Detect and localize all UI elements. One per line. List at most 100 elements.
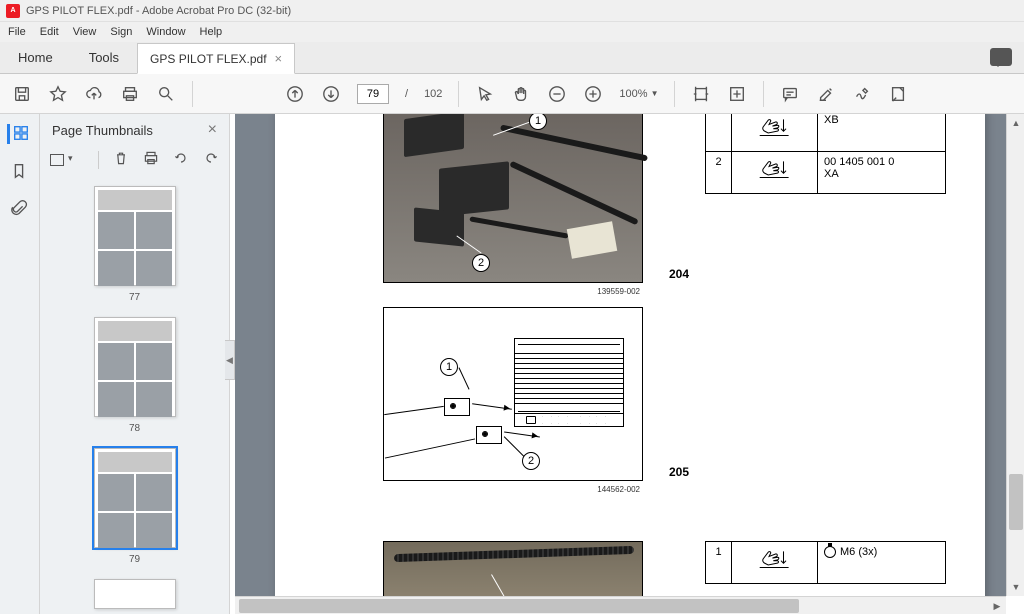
figure-number: 205 bbox=[669, 465, 689, 479]
thumbnail[interactable] bbox=[94, 317, 176, 417]
figure-callout: 2 bbox=[472, 254, 490, 272]
sign-icon[interactable] bbox=[852, 84, 872, 104]
window-title: GPS PILOT FLEX.pdf - Adobe Acrobat Pro D… bbox=[26, 5, 291, 17]
selection-tool-icon[interactable] bbox=[475, 84, 495, 104]
options-icon[interactable] bbox=[50, 154, 64, 166]
bolt-icon bbox=[824, 546, 836, 558]
figure-number: 204 bbox=[669, 267, 689, 281]
figure-id: 139559-002 bbox=[597, 287, 640, 296]
table-cell bbox=[732, 542, 818, 584]
print-thumb-icon[interactable] bbox=[143, 150, 159, 171]
thumbnail-label: 78 bbox=[40, 423, 229, 434]
bookmarks-icon[interactable] bbox=[10, 162, 30, 182]
zoom-out-icon[interactable] bbox=[547, 84, 567, 104]
zoom-dropdown[interactable]: 100%▼ bbox=[619, 88, 658, 100]
tab-document-label: GPS PILOT FLEX.pdf bbox=[150, 52, 267, 66]
figure-callout: 2 bbox=[522, 452, 540, 470]
tab-close-icon[interactable]: × bbox=[275, 51, 283, 66]
star-icon[interactable] bbox=[48, 84, 68, 104]
rotate-ccw-icon[interactable] bbox=[173, 150, 189, 171]
menu-sign[interactable]: Sign bbox=[110, 26, 132, 38]
fit-width-icon[interactable] bbox=[691, 84, 711, 104]
close-panel-icon[interactable]: × bbox=[208, 121, 217, 139]
figure-id: 144562-002 bbox=[597, 485, 640, 494]
delete-icon[interactable] bbox=[113, 150, 129, 171]
zoom-value: 100% bbox=[619, 88, 647, 100]
hand-icon bbox=[758, 114, 792, 140]
save-icon[interactable] bbox=[12, 84, 32, 104]
figure-callout: 1 bbox=[529, 114, 547, 130]
page-number-input[interactable] bbox=[357, 84, 389, 104]
menu-edit[interactable]: Edit bbox=[40, 26, 59, 38]
parts-table: 1 M6 (3x) bbox=[705, 541, 946, 584]
comment-icon[interactable] bbox=[780, 84, 800, 104]
fit-page-icon[interactable] bbox=[727, 84, 747, 104]
toolbar-separator bbox=[192, 81, 193, 107]
scroll-up-icon[interactable]: ▲ bbox=[1007, 114, 1024, 132]
horizontal-scrollbar[interactable]: ◀ ▶ bbox=[235, 596, 1006, 614]
title-bar: A GPS PILOT FLEX.pdf - Adobe Acrobat Pro… bbox=[0, 0, 1024, 22]
pdf-icon: A bbox=[6, 4, 20, 18]
scroll-right-icon[interactable]: ▶ bbox=[988, 597, 1006, 615]
collapse-panel-handle[interactable]: ◀ bbox=[225, 340, 235, 380]
scroll-down-icon[interactable]: ▼ bbox=[1007, 578, 1024, 596]
page-total: 102 bbox=[424, 88, 442, 100]
tab-tools[interactable]: Tools bbox=[71, 42, 137, 73]
table-cell: M6 (3x) bbox=[818, 542, 946, 584]
hand-icon bbox=[758, 156, 792, 182]
table-cell: 2 bbox=[706, 152, 732, 194]
thumbnail[interactable] bbox=[94, 448, 176, 548]
table-cell bbox=[732, 114, 818, 152]
scrollbar-thumb[interactable] bbox=[1009, 474, 1023, 530]
attachments-icon[interactable] bbox=[10, 200, 30, 220]
toolbar-separator bbox=[763, 81, 764, 107]
table-cell bbox=[732, 152, 818, 194]
thumbnail[interactable] bbox=[94, 186, 176, 286]
toolbar-separator bbox=[674, 81, 675, 107]
stamp-icon[interactable] bbox=[888, 84, 908, 104]
figure-diagram: 1 2 144562-002 bbox=[383, 307, 643, 481]
table-row: 1 M6 (3x) bbox=[706, 542, 946, 584]
figure-callout: 1 bbox=[440, 358, 458, 376]
thumbnails-panel: Page Thumbnails × 77 78 79 bbox=[40, 114, 230, 614]
thumbnail[interactable] bbox=[94, 579, 176, 609]
pdf-page: 1 2 139559-002 204 1 2 144562-002 205 bbox=[275, 114, 985, 596]
thumbnails-toolbar bbox=[40, 146, 229, 174]
thumbnails-list: 77 78 79 bbox=[40, 174, 229, 614]
main-toolbar: / 102 100%▼ bbox=[0, 74, 1024, 114]
hand-tool-icon[interactable] bbox=[511, 84, 531, 104]
print-icon[interactable] bbox=[120, 84, 140, 104]
page-down-icon[interactable] bbox=[321, 84, 341, 104]
menu-bar: File Edit View Sign Window Help bbox=[0, 22, 1024, 42]
comment-bubble-icon[interactable] bbox=[990, 48, 1012, 66]
table-cell: 1 bbox=[706, 542, 732, 584]
scrollbar-thumb[interactable] bbox=[239, 599, 799, 613]
menu-help[interactable]: Help bbox=[200, 26, 223, 38]
thumbnail-label: 77 bbox=[40, 292, 229, 303]
cloud-upload-icon[interactable] bbox=[84, 84, 104, 104]
tab-document[interactable]: GPS PILOT FLEX.pdf × bbox=[137, 43, 295, 74]
search-icon[interactable] bbox=[156, 84, 176, 104]
zoom-in-icon[interactable] bbox=[583, 84, 603, 104]
tab-home[interactable]: Home bbox=[0, 42, 71, 73]
tabs-bar: Home Tools GPS PILOT FLEX.pdf × bbox=[0, 42, 1024, 74]
menu-window[interactable]: Window bbox=[146, 26, 185, 38]
figure-photo: 1 bbox=[383, 541, 643, 596]
page-up-icon[interactable] bbox=[285, 84, 305, 104]
hand-icon bbox=[758, 546, 792, 572]
table-cell: 00 1405 001 0 XA bbox=[818, 152, 946, 194]
page-thumbnails-icon[interactable] bbox=[7, 124, 27, 144]
navigation-pane bbox=[0, 114, 40, 614]
document-viewport[interactable]: 1 2 139559-002 204 1 2 144562-002 205 bbox=[235, 114, 1006, 596]
vertical-scrollbar[interactable]: ▲ ▼ bbox=[1006, 114, 1024, 596]
menu-view[interactable]: View bbox=[73, 26, 97, 38]
rotate-cw-icon[interactable] bbox=[203, 150, 219, 171]
table-row: XB bbox=[706, 114, 946, 152]
highlight-icon[interactable] bbox=[816, 84, 836, 104]
figure-photo: 1 2 139559-002 bbox=[383, 114, 643, 283]
thumbnail-label: 79 bbox=[40, 554, 229, 565]
page-separator: / bbox=[405, 88, 408, 100]
thumbnails-title: Page Thumbnails bbox=[52, 123, 153, 138]
table-cell bbox=[706, 114, 732, 152]
menu-file[interactable]: File bbox=[8, 26, 26, 38]
